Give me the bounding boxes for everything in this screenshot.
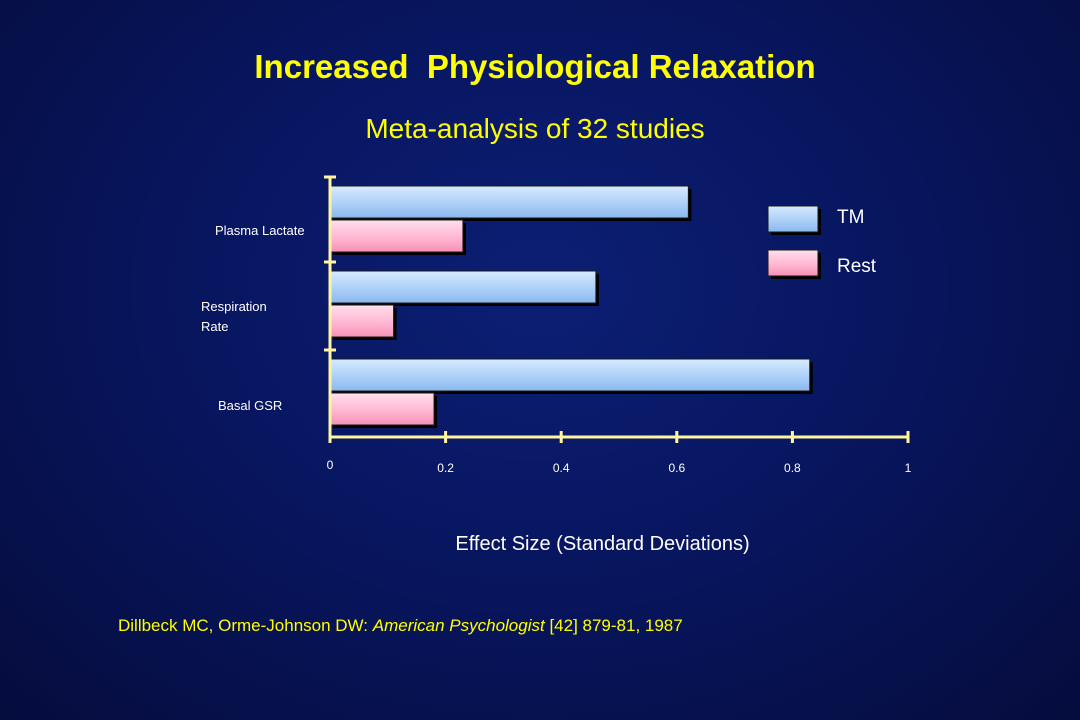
bar-tm-respiration-rate [329, 270, 597, 304]
x-tick-label-3: 0.6 [668, 461, 685, 475]
legend-label-tm: TM [837, 207, 865, 228]
x-tick-label-5: 1 [905, 461, 912, 475]
x-tick-label-2: 0.4 [553, 461, 570, 475]
bar-rest-respiration-rate [329, 304, 395, 338]
chart-subtitle: Meta-analysis of 32 studies [365, 113, 705, 144]
category-label-plasma-lactate: Plasma Lactate [215, 223, 305, 238]
x-tick-label-4: 0.8 [784, 461, 801, 475]
x-tick-label-1: 0.2 [437, 461, 454, 475]
legend-swatch-rest [767, 249, 819, 277]
axes-group: 0 0.2 0.4 0.6 0.8 1 [324, 175, 912, 475]
bar-tm-plasma-lactate [329, 185, 689, 219]
bars-group [329, 185, 813, 428]
category-label-basal-gsr: Basal GSR [218, 398, 283, 413]
bar-rest-plasma-lactate [329, 219, 464, 253]
citation: Dillbeck MC, Orme-Johnson DW: American P… [118, 616, 683, 636]
chart-title: Increased Physiological Relaxation [254, 48, 816, 85]
legend-swatch-tm [767, 205, 819, 233]
legend-label-rest: Rest [837, 256, 877, 277]
citation-details: [42] 879-81, 1987 [544, 616, 683, 635]
legend-swatches [767, 205, 821, 279]
citation-journal: American Psychologist [372, 616, 545, 635]
category-label-respiration-rate: Respiration Rate [201, 299, 267, 334]
bar-tm-basal-gsr [329, 358, 811, 392]
x-axis-label: Effect Size (Standard Deviations) [455, 533, 750, 555]
bar-rest-basal-gsr [329, 392, 435, 426]
citation-authors: Dillbeck MC, Orme-Johnson DW: [118, 616, 373, 635]
x-tick-label-0: 0 [327, 458, 334, 472]
